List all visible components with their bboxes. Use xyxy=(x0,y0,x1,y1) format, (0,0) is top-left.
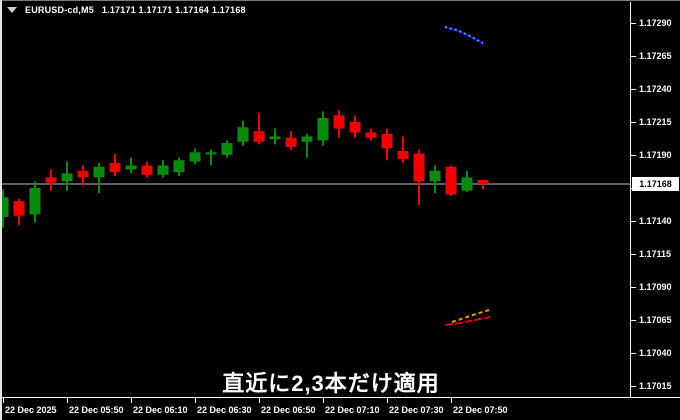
time-axis-label: 22 Dec 07:50 xyxy=(453,405,508,415)
price-axis-label: 1.17090 xyxy=(639,281,672,292)
ohlc-readout: 1.17171 1.17171 1.17164 1.17168 xyxy=(101,5,246,15)
candle-body xyxy=(381,133,393,149)
candle-body xyxy=(205,152,217,155)
time-axis-label: 22 Dec 2025 xyxy=(5,405,57,415)
candle-body xyxy=(253,131,265,142)
time-axis-label: 22 Dec 06:50 xyxy=(261,405,316,415)
candle-body xyxy=(125,165,137,170)
price-axis-label: 1.17115 xyxy=(639,248,672,259)
time-axis-label: 22 Dec 07:30 xyxy=(389,405,444,415)
price-axis-label: 1.17215 xyxy=(639,116,672,127)
candle-body xyxy=(461,177,473,191)
candle-body xyxy=(285,137,297,148)
price-axis-label: 1.17015 xyxy=(639,380,672,391)
price-axis-label: 1.17065 xyxy=(639,314,672,325)
candle-body xyxy=(349,121,361,133)
candle-body xyxy=(157,165,169,175)
candle-body xyxy=(477,180,489,184)
upper-trend-blue-dotted xyxy=(444,26,484,44)
price-axis-label: 1.17190 xyxy=(639,149,672,160)
candle-body xyxy=(45,177,57,183)
window-border-top xyxy=(0,0,680,1)
candle-body xyxy=(365,132,377,138)
candle-body xyxy=(61,173,73,182)
time-axis-label: 22 Dec 06:30 xyxy=(197,405,252,415)
candle-body xyxy=(221,143,233,155)
candle-body xyxy=(397,151,409,159)
candle-body xyxy=(93,166,105,178)
candle-body xyxy=(173,160,185,173)
window-border-left xyxy=(0,0,2,420)
price-axis-label: 1.17290 xyxy=(639,17,672,28)
candle-body xyxy=(13,201,25,216)
time-axis-label: 22 Dec 07:10 xyxy=(325,405,380,415)
one-click-trading-toggle-icon[interactable] xyxy=(7,7,17,13)
price-axis-label: 1.17140 xyxy=(639,215,672,226)
time-axis-label: 22 Dec 06:10 xyxy=(133,405,188,415)
price-axis-label: 1.17040 xyxy=(639,347,672,358)
price-axis-label: 1.17240 xyxy=(639,83,672,94)
time-axis-label: 22 Dec 05:50 xyxy=(69,405,124,415)
candle-body xyxy=(189,152,201,162)
candle-body xyxy=(109,162,121,173)
symbol-period-label: EURUSD-cd,M5 xyxy=(25,5,94,15)
candle-body xyxy=(237,127,249,142)
candle-body xyxy=(445,166,457,195)
candle-body xyxy=(0,197,9,217)
upper-trend-blue-solid xyxy=(446,27,485,45)
chart-annotation-caption: 直近に2,3本だけ適用 xyxy=(222,371,440,396)
candle-body xyxy=(333,115,345,129)
candle-body xyxy=(301,136,313,142)
candle-body xyxy=(77,170,89,178)
price-axis-label: 1.17265 xyxy=(639,50,672,61)
candle-body xyxy=(269,136,281,140)
candle-body xyxy=(317,118,329,141)
chart-title-bar: EURUSD-cd,M5 1.17171 1.17171 1.17164 1.1… xyxy=(7,5,246,15)
candle-body xyxy=(141,165,153,175)
lower-trend-red xyxy=(444,316,491,326)
candle-body xyxy=(413,153,425,182)
candle-body xyxy=(429,170,441,182)
candle-body xyxy=(29,187,41,215)
current-price-label: 1.17168 xyxy=(632,177,679,191)
